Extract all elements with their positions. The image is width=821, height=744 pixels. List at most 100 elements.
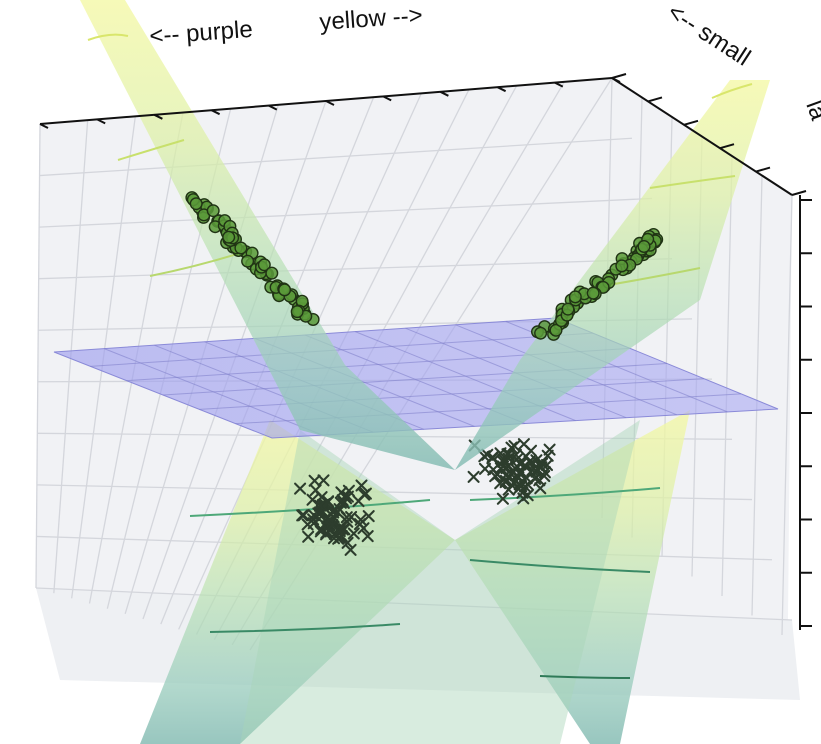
circle-marker: [265, 266, 279, 280]
cone-left-lower: [140, 420, 455, 744]
circle-marker: [534, 326, 548, 340]
x-marker: [327, 506, 340, 519]
axis-tick: [153, 113, 163, 120]
x-marker: [306, 493, 319, 506]
x-marker: [327, 504, 340, 517]
axis-label-small: <-- small: [663, 0, 755, 72]
x-marker: [347, 527, 360, 540]
x-marker: [467, 470, 480, 483]
x-marker: [535, 461, 548, 474]
x-marker: [354, 513, 367, 526]
cone-left-upper: [80, 0, 455, 470]
axis-tick: [611, 73, 627, 79]
series-x-markers: [294, 438, 556, 556]
pane-gridline: [39, 197, 653, 228]
pane-gridline: [35, 587, 793, 621]
x-marker: [494, 477, 507, 490]
axis-tick: [96, 118, 106, 125]
circle-marker: [278, 283, 292, 297]
contour-line: [469, 559, 651, 573]
pane-gridline: [39, 137, 633, 177]
x-marker: [487, 463, 500, 476]
x-marker: [340, 511, 353, 524]
circle-marker: [290, 305, 304, 319]
circle-marker: [561, 302, 575, 316]
axis-ticks: [39, 73, 812, 627]
plane-gridline: [90, 332, 594, 367]
cone-right-lower: [455, 410, 690, 744]
axis-tick: [647, 96, 663, 103]
x-marker: [496, 492, 509, 505]
pane-gridline: [35, 123, 41, 589]
x-marker: [309, 484, 322, 497]
circle-marker: [206, 204, 220, 218]
x-marker: [508, 439, 521, 453]
axis-tick: [683, 119, 699, 126]
axis-tick: [211, 109, 221, 116]
circle-marker: [189, 197, 203, 211]
x-marker: [333, 524, 346, 538]
axis-tick: [497, 86, 507, 93]
right-top-axis-line: [611, 77, 793, 196]
x-marker: [538, 469, 551, 483]
pane-gridline: [751, 175, 763, 616]
x-marker: [320, 528, 333, 541]
pane-gridline: [781, 194, 793, 636]
x-marker: [511, 471, 524, 484]
pane-gridline: [38, 258, 673, 280]
circle-marker: [568, 290, 582, 304]
x-marker: [357, 522, 370, 535]
contour-line: [117, 139, 185, 161]
circle-marker: [241, 254, 255, 268]
x-marker: [341, 490, 354, 503]
pane-gridline: [721, 155, 733, 597]
x-marker: [481, 448, 494, 461]
circle-marker: [222, 230, 236, 244]
x-marker: [530, 454, 543, 467]
x-marker: [361, 530, 374, 543]
x-marker: [486, 452, 499, 465]
x-marker: [313, 499, 327, 512]
x-marker: [519, 459, 532, 472]
x-marker: [526, 464, 539, 477]
x-marker: [345, 510, 358, 524]
axis-tick: [382, 95, 392, 102]
x-marker: [308, 474, 321, 487]
x-marker: [294, 482, 307, 495]
x-marker: [302, 530, 315, 543]
series-circle-markers: [185, 191, 664, 341]
contour-line: [469, 487, 661, 501]
circle-marker: [549, 323, 563, 337]
axis-label-large: la: [800, 97, 821, 124]
contour-line: [87, 33, 129, 41]
x-marker: [337, 496, 350, 509]
x-marker: [326, 518, 339, 532]
axis-label-yellow: yellow -->: [319, 2, 424, 36]
axis-tick: [611, 77, 621, 83]
axis-tick: [268, 104, 278, 111]
x-marker: [497, 455, 510, 468]
axis-tick: [325, 100, 335, 106]
circle-marker: [637, 239, 651, 253]
axis-label-purple: <-- purple: [149, 16, 254, 50]
x-marker: [543, 443, 556, 456]
x-marker: [517, 492, 530, 505]
axis-tick: [719, 143, 735, 150]
x-marker: [514, 480, 527, 493]
x-marker: [312, 512, 326, 525]
axes-lines: [39, 73, 812, 630]
axis-tick: [554, 81, 564, 88]
axis-tick: [439, 90, 449, 97]
x-marker: [534, 482, 547, 495]
contour-line: [711, 83, 753, 99]
x-marker: [359, 487, 372, 500]
x-marker: [355, 479, 368, 492]
circle-marker: [615, 259, 629, 273]
x-marker: [510, 453, 524, 466]
x-marker: [517, 438, 530, 451]
contour-line: [649, 175, 736, 189]
x-marker: [489, 470, 502, 483]
circle-marker: [586, 286, 600, 300]
x-marker: [320, 515, 334, 529]
